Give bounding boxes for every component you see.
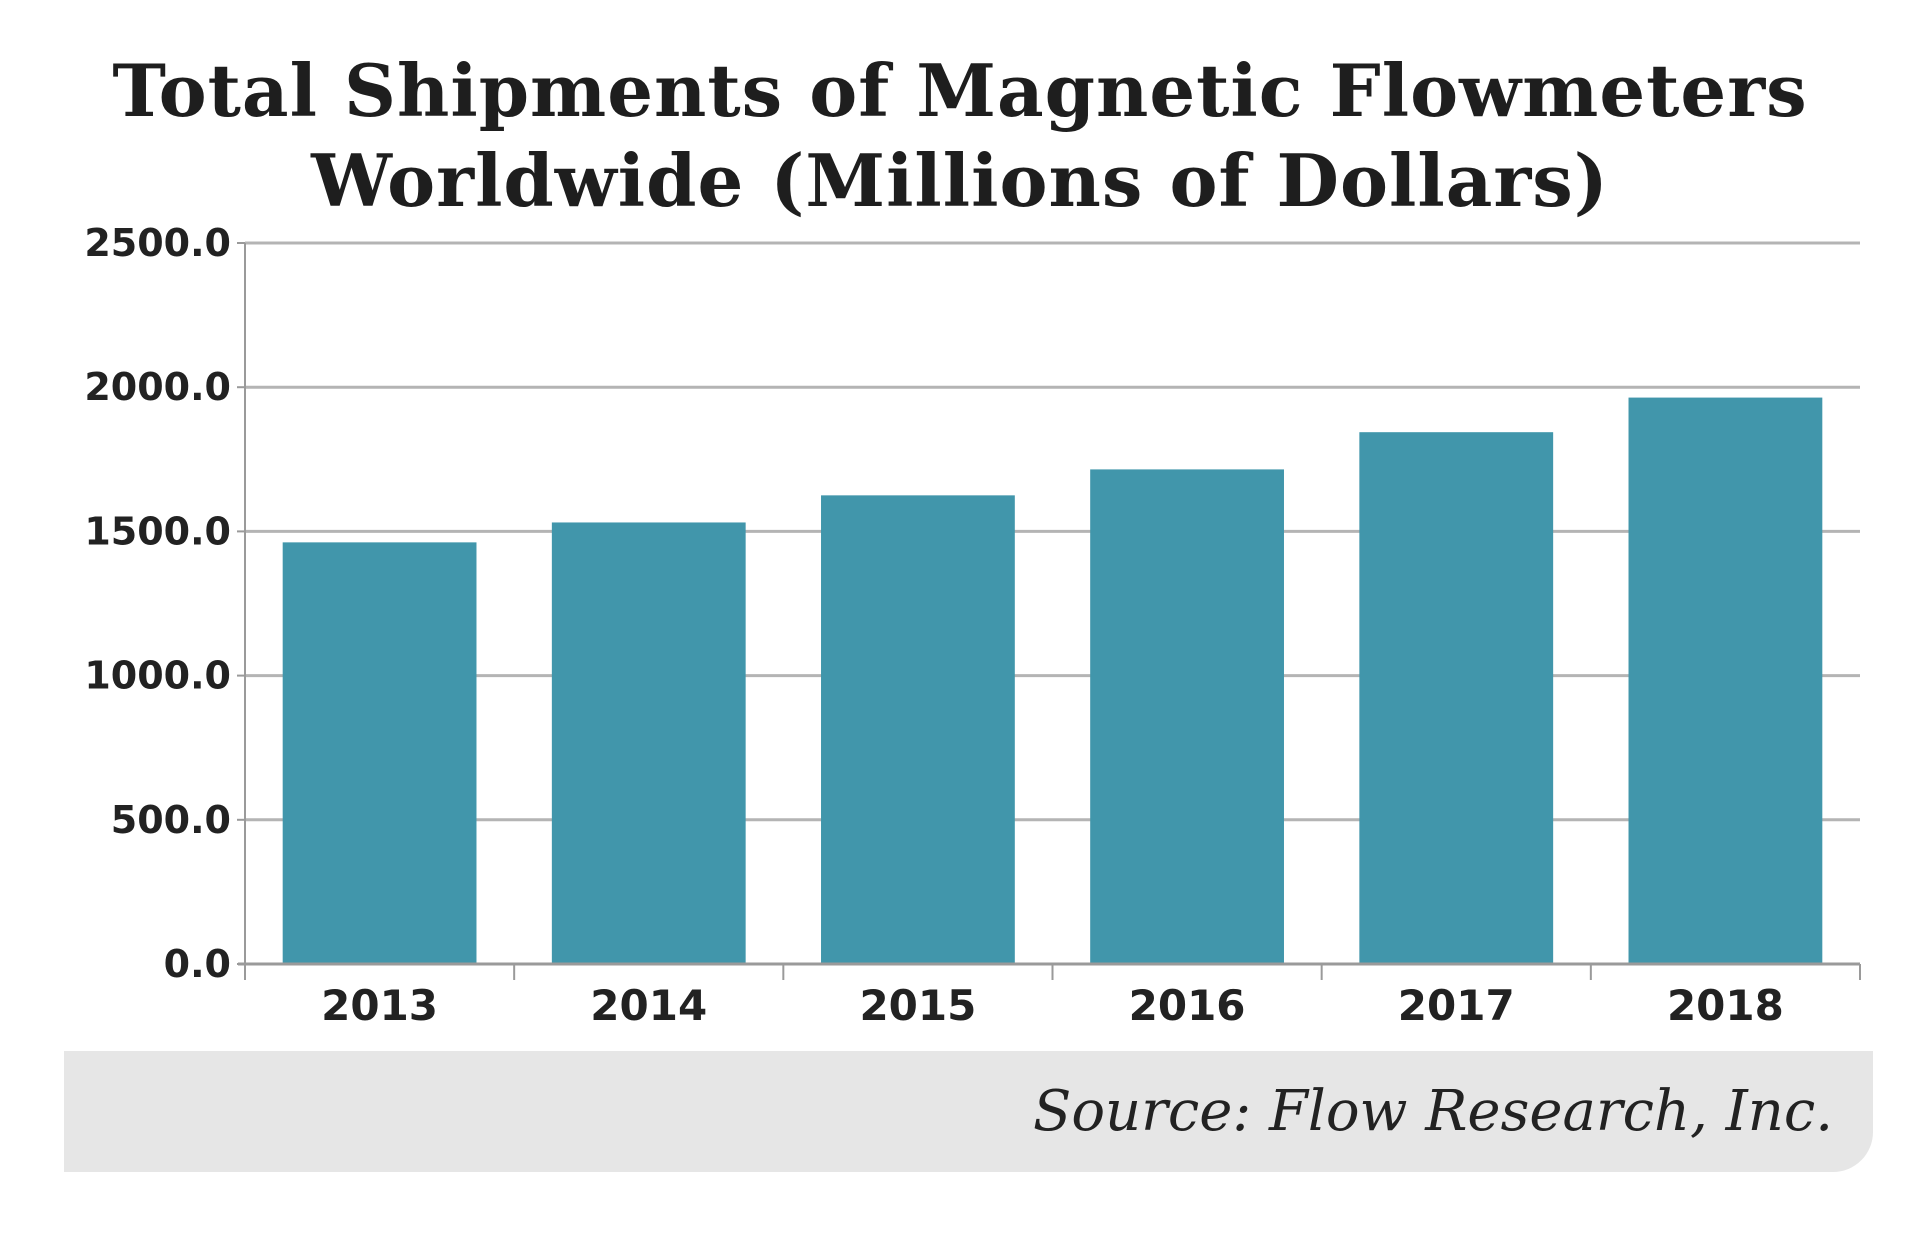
y-tick-label: 1500.0 (84, 509, 231, 553)
source-text: Source: Flow Research, Inc. (1032, 1079, 1833, 1144)
axes (238, 243, 1860, 980)
source-footer: Source: Flow Research, Inc. (64, 1051, 1873, 1172)
bar-2015 (821, 495, 1015, 964)
x-tick-label: 2016 (1129, 981, 1246, 1030)
y-tick-label: 1000.0 (84, 654, 231, 698)
y-tick-labels: 0.0 500.0 1000.0 1500.0 2000.0 2500.0 (84, 221, 231, 986)
x-tick-label: 2018 (1667, 981, 1784, 1030)
chart-title-line-2: Worldwide (Millions of Dollars) (311, 138, 1609, 223)
bar-2016 (1090, 469, 1284, 964)
bar-2018 (1628, 397, 1823, 964)
y-tick-label: 2000.0 (84, 365, 231, 409)
chart-title-line-1: Total Shipments of Magnetic Flowmeters (112, 48, 1808, 133)
bar-2014 (551, 522, 746, 964)
bars (244, 397, 1861, 980)
bar-2013 (282, 542, 477, 964)
y-tick-label: 0.0 (164, 942, 231, 986)
y-tick-label: 2500.0 (84, 221, 231, 265)
x-tick-label: 2017 (1398, 981, 1515, 1030)
x-tick-label: 2015 (859, 981, 976, 1030)
bar-2017 (1359, 432, 1554, 964)
x-tick-labels: 2013 2014 2015 2016 2017 2018 (321, 981, 1784, 1030)
gridlines (237, 241, 1860, 965)
x-tick-label: 2013 (321, 981, 438, 1030)
x-tick-label: 2014 (590, 981, 707, 1030)
y-tick-label: 500.0 (111, 798, 231, 842)
